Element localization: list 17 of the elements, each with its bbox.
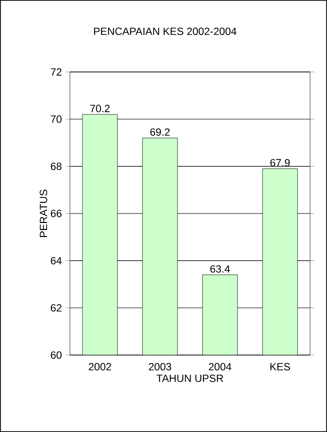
data-label: 69.2 <box>150 128 170 136</box>
y-tick-label: 62 <box>50 304 62 312</box>
x-tick-label: KES <box>270 363 290 370</box>
chart-title: PENCAPAIAN KES 2002-2004 <box>94 28 236 36</box>
x-tick-label: 2002 <box>88 363 112 370</box>
x-tick-label: 2004 <box>208 363 232 370</box>
y-tick-label: 70 <box>50 115 62 123</box>
y-tick-label: 66 <box>50 210 62 218</box>
y-tick-label: 72 <box>50 68 62 76</box>
data-label: 70.2 <box>90 104 110 112</box>
y-tick-label: 64 <box>50 256 62 264</box>
x-tick-label: 2003 <box>148 363 172 370</box>
y-tick-label: 68 <box>50 162 62 170</box>
y-tick-label: 60 <box>50 351 62 359</box>
data-label: 63.4 <box>210 265 230 273</box>
x-axis-title: TAHUN UPSR <box>156 374 224 382</box>
y-axis-title: PERATUS <box>40 190 48 237</box>
